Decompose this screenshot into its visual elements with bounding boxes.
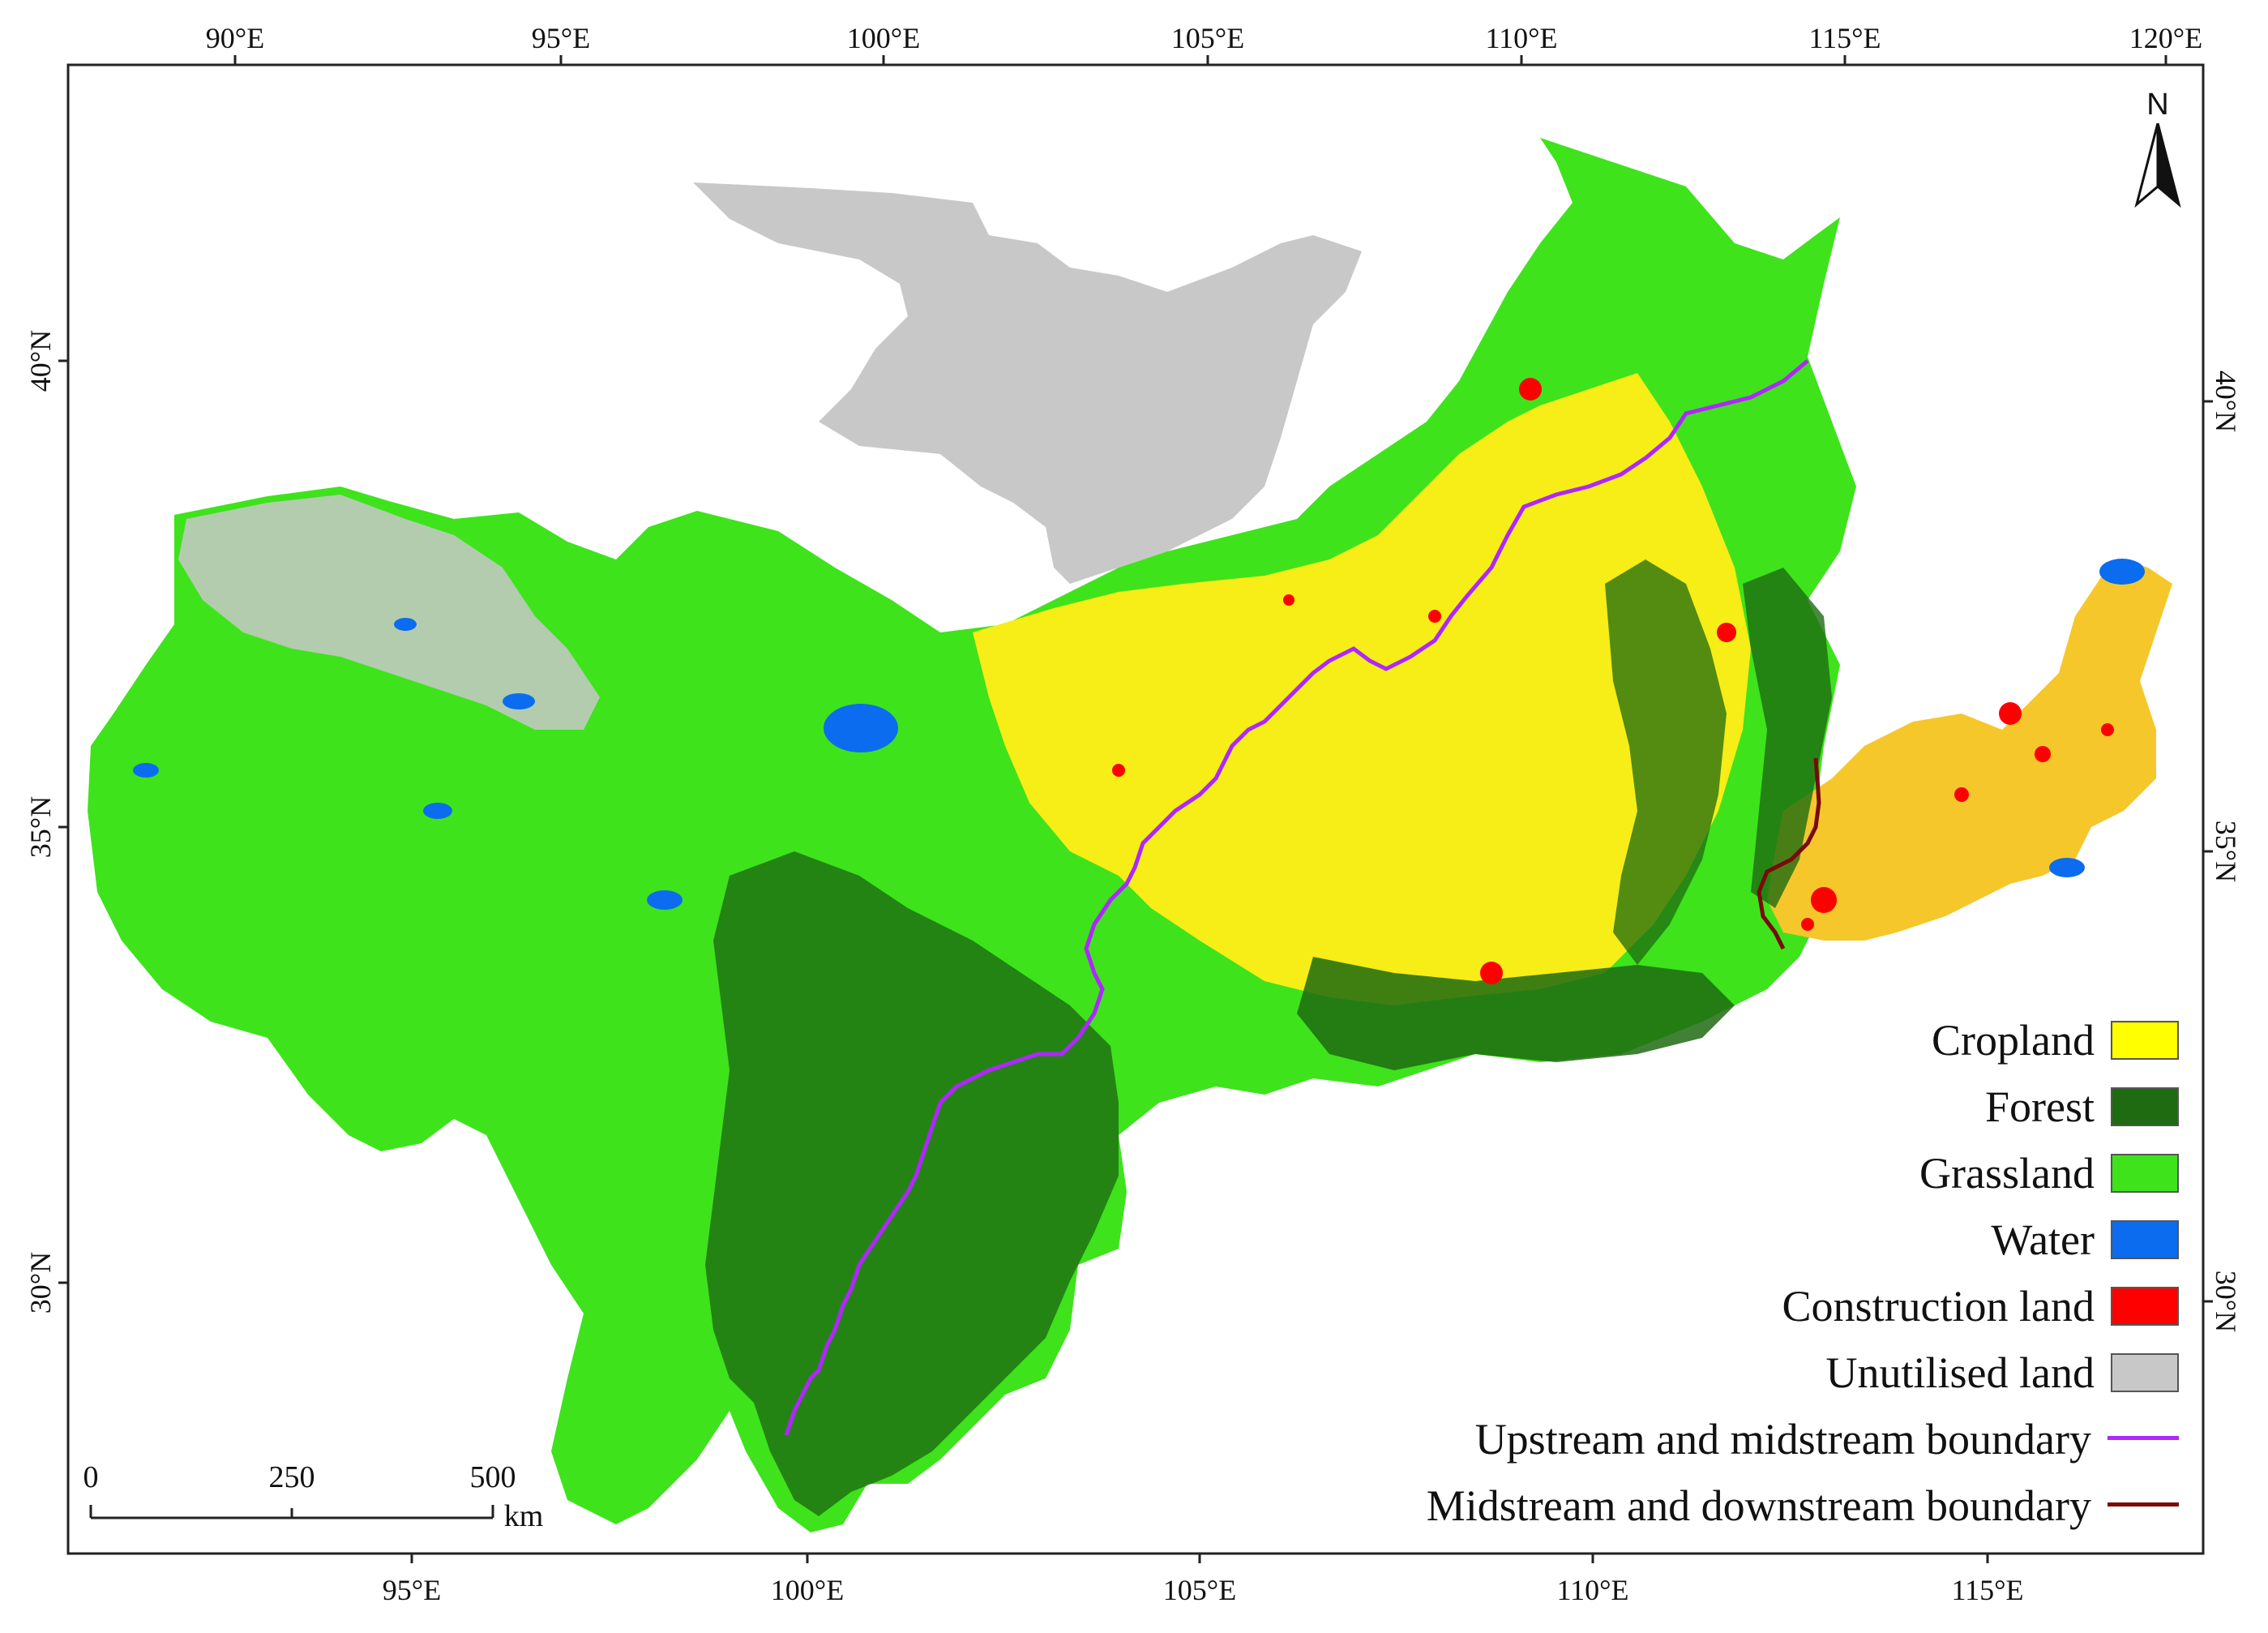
legend-item-downstream-boundary: Midstream and downstream boundary xyxy=(1427,1481,2179,1531)
map-frame xyxy=(66,63,2205,1555)
legend-label: Midstream and downstream boundary xyxy=(1426,1481,2091,1530)
west-lake-4 xyxy=(133,763,159,778)
right-tick-label: 35°N xyxy=(2210,820,2243,883)
legend-swatch-unutilised xyxy=(2111,1353,2179,1392)
top-tick-label: 120°E xyxy=(2129,22,2203,54)
top-tick-label: 105°E xyxy=(1170,22,1245,54)
legend-label: Construction land xyxy=(1782,1282,2095,1331)
scale-label: 0 xyxy=(83,1460,99,1494)
scale-label: 500 xyxy=(469,1460,516,1494)
grassland-base xyxy=(88,138,1856,1532)
top-tick-label: 90°E xyxy=(205,22,265,54)
west-lake-2 xyxy=(503,693,535,709)
left-tick-label: 30°N xyxy=(24,1251,58,1314)
legend-swatch-construction xyxy=(2111,1287,2179,1326)
legend-label: Grassland xyxy=(1919,1149,2095,1198)
south-lake xyxy=(2049,858,2085,877)
scale-label: 250 xyxy=(268,1460,315,1494)
right-tick-label: 30°N xyxy=(2210,1270,2243,1333)
top-tick-label: 115°E xyxy=(1808,22,1881,54)
legend-label: Unutilised land xyxy=(1825,1348,2095,1397)
top-tick-label: 100°E xyxy=(846,22,921,54)
legend-line-downstream xyxy=(2108,1502,2179,1507)
bottom-tick-label: 105°E xyxy=(1162,1574,1237,1606)
forest-central xyxy=(1605,559,1727,965)
legend-label: Water xyxy=(1991,1215,2095,1264)
legend-item-construction-land: Construction land xyxy=(1782,1281,2179,1331)
north-label: N xyxy=(2146,88,2169,122)
west-lake-3 xyxy=(647,890,683,910)
legend-swatch-cropland xyxy=(2111,1021,2179,1060)
legend-item-water: Water xyxy=(1991,1215,2179,1265)
legend-label: Forest xyxy=(1985,1082,2095,1131)
frame-ticks xyxy=(58,55,2213,1563)
legend-label: Upstream and midstream boundary xyxy=(1474,1415,2091,1464)
scale-bar: 0 250 500 km xyxy=(81,1459,544,1533)
north-arrow: N xyxy=(2132,88,2184,209)
legend-label: Cropland xyxy=(1932,1016,2095,1065)
unutilised-north xyxy=(693,182,1362,584)
legend-item-unutilised-land: Unutilised land xyxy=(1826,1348,2179,1398)
construction-spots xyxy=(1112,378,2114,984)
right-tick-label: 40°N xyxy=(2210,370,2243,433)
legend-line-upstream xyxy=(2108,1435,2179,1440)
scale-unit: km xyxy=(503,1499,544,1533)
legend-item-forest: Forest xyxy=(1985,1082,2179,1132)
bohai-water xyxy=(2099,559,2145,585)
basin-land-cover xyxy=(88,138,2172,1532)
legend-swatch-water xyxy=(2111,1220,2179,1259)
legend-swatch-grassland xyxy=(2111,1154,2179,1193)
scale-bar-line xyxy=(89,1505,494,1519)
unutilised-west xyxy=(178,495,600,730)
cropland-downstream xyxy=(1767,559,2172,941)
west-lake-5 xyxy=(394,618,417,631)
bottom-tick-label: 95°E xyxy=(382,1574,442,1606)
cropland-middle xyxy=(973,373,1751,1005)
bottom-tick-label: 110°E xyxy=(1556,1574,1629,1606)
legend-swatch-forest xyxy=(2111,1087,2179,1126)
bottom-tick-label: 100°E xyxy=(770,1574,845,1606)
legend-item-cropland: Cropland xyxy=(1932,1015,2179,1065)
north-arrow-icon xyxy=(2134,123,2181,208)
top-tick-label: 95°E xyxy=(531,22,591,54)
legend-item-upstream-boundary: Upstream and midstream boundary xyxy=(1475,1414,2179,1464)
left-tick-label: 40°N xyxy=(24,329,58,392)
top-tick-label: 110°E xyxy=(1485,22,1558,54)
legend-item-grassland: Grassland xyxy=(1919,1148,2179,1198)
left-tick-label: 35°N xyxy=(24,795,58,859)
forest-qinling xyxy=(1297,957,1735,1070)
upstream-midstream-boundary xyxy=(784,359,1809,1436)
qinghai-lake xyxy=(824,704,898,752)
midstream-downstream-boundary xyxy=(1757,757,1821,950)
bottom-tick-label: 115°E xyxy=(1951,1574,2024,1606)
forest-east-ridge xyxy=(1743,568,1832,908)
west-lake-1 xyxy=(423,803,452,819)
